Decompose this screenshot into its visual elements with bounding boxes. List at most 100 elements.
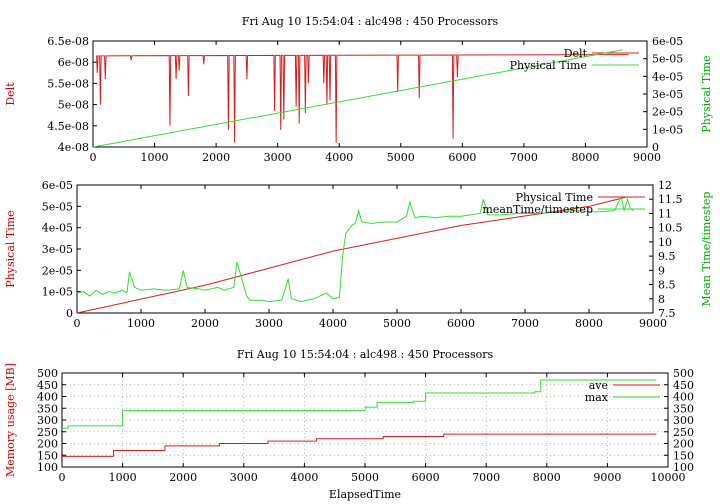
y-axis-label: Delt xyxy=(4,82,17,106)
y-tick-label: 450 xyxy=(37,379,58,392)
chart-panel-3: Fri Aug 10 15:54:04 : alc498 : 450 Proce… xyxy=(4,348,694,501)
y-tick-label: 5e-05 xyxy=(42,200,73,213)
x-tick-label: 5000 xyxy=(351,471,379,484)
legend-label: Physical Time xyxy=(510,59,587,72)
x-tick-label: 0 xyxy=(59,471,66,484)
y-tick-label: 6e-05 xyxy=(42,179,73,192)
x-tick-label: 9000 xyxy=(593,471,621,484)
y2-tick-label: 250 xyxy=(673,426,694,439)
x-tick-label: 3000 xyxy=(230,471,258,484)
series-line-max xyxy=(62,379,657,429)
y2-axis-label: Mean Time/timestep xyxy=(700,192,713,307)
y-tick-label: 500 xyxy=(37,367,58,380)
x-tick-label: 7000 xyxy=(472,471,500,484)
x-tick-label: 6000 xyxy=(447,317,475,330)
y2-tick-label: 2e-05 xyxy=(652,106,683,119)
y-tick-label: 300 xyxy=(37,414,58,427)
y-tick-label: 3e-05 xyxy=(42,243,73,256)
x-tick-label: 2000 xyxy=(169,471,197,484)
x-tick-label: 5000 xyxy=(387,151,415,164)
y2-axis-label: Physical Time xyxy=(700,55,713,132)
y2-tick-label: 8 xyxy=(658,293,665,306)
x-tick-label: 7000 xyxy=(511,317,539,330)
y-tick-label: 1e-05 xyxy=(42,286,73,299)
y2-tick-label: 150 xyxy=(673,449,694,462)
y2-tick-label: 0 xyxy=(652,141,659,154)
legend-label: meanTime/timestep xyxy=(482,203,593,216)
y-tick-label: 4e-05 xyxy=(42,222,73,235)
y2-tick-label: 100 xyxy=(673,461,694,474)
y2-tick-label: 9.5 xyxy=(658,250,676,263)
y2-tick-label: 8.5 xyxy=(658,279,676,292)
y-tick-label: 200 xyxy=(37,438,58,451)
y-tick-label: 150 xyxy=(37,449,58,462)
y-tick-label: 6.5e-08 xyxy=(47,35,89,48)
series-line-ave xyxy=(62,433,657,457)
y-tick-label: 4.5e-08 xyxy=(47,120,89,133)
plot-frame xyxy=(61,372,669,468)
y-tick-label: 350 xyxy=(37,402,58,415)
x-tick-label: 6000 xyxy=(448,151,476,164)
y2-tick-label: 500 xyxy=(673,367,694,380)
x-tick-label: 2000 xyxy=(191,317,219,330)
series-line-delt xyxy=(96,54,629,143)
y-tick-label: 5e-08 xyxy=(58,99,89,112)
y2-tick-label: 450 xyxy=(673,379,694,392)
x-tick-label: 0 xyxy=(90,151,97,164)
y2-tick-label: 350 xyxy=(673,402,694,415)
chart-title: Fri Aug 10 15:54:04 : alc498 : 450 Proce… xyxy=(242,15,499,28)
y2-tick-label: 11 xyxy=(658,207,672,220)
y-tick-label: 6e-08 xyxy=(58,56,89,69)
y-axis-label: Physical Time xyxy=(4,210,17,287)
x-tick-label: 4000 xyxy=(325,151,353,164)
chart-panel-1: Fri Aug 10 15:54:04 : alc498 : 450 Proce… xyxy=(4,15,713,164)
y2-tick-label: 7.5 xyxy=(658,307,676,320)
y2-tick-label: 10.5 xyxy=(658,222,683,235)
y2-tick-label: 12 xyxy=(658,179,672,192)
y2-tick-label: 300 xyxy=(673,414,694,427)
x-tick-label: 1000 xyxy=(127,317,155,330)
y2-tick-label: 3e-05 xyxy=(652,88,683,101)
y2-tick-label: 9 xyxy=(658,264,665,277)
x-tick-label: 7000 xyxy=(510,151,538,164)
y2-tick-label: 200 xyxy=(673,438,694,451)
y2-tick-label: 10 xyxy=(658,236,672,249)
x-tick-label: 8000 xyxy=(575,317,603,330)
y-tick-label: 2e-05 xyxy=(42,264,73,277)
legend-label: Delt xyxy=(564,47,588,60)
x-tick-label: 9000 xyxy=(639,317,667,330)
series-line-physical-time xyxy=(76,196,628,314)
y2-tick-label: 4e-05 xyxy=(652,70,683,83)
x-tick-label: 1000 xyxy=(141,151,169,164)
y2-tick-label: 1e-05 xyxy=(652,123,683,136)
x-tick-label: 8000 xyxy=(571,151,599,164)
y2-tick-label: 6e-05 xyxy=(652,35,683,48)
y2-tick-label: 5e-05 xyxy=(652,53,683,66)
x-tick-label: 3000 xyxy=(264,151,292,164)
x-tick-label: 6000 xyxy=(412,471,440,484)
y-tick-label: 5.5e-08 xyxy=(47,77,89,90)
y-tick-label: 100 xyxy=(37,461,58,474)
x-tick-label: 1000 xyxy=(109,471,137,484)
x-tick-label: 8000 xyxy=(533,471,561,484)
y-tick-label: 0 xyxy=(66,307,73,320)
y2-tick-label: 11.5 xyxy=(658,193,683,206)
x-tick-label: 3000 xyxy=(255,317,283,330)
y2-tick-label: 400 xyxy=(673,391,694,404)
x-tick-label: 5000 xyxy=(383,317,411,330)
y-tick-label: 250 xyxy=(37,426,58,439)
y-tick-label: 4e-08 xyxy=(58,141,89,154)
y-axis-label: Memory usage [MB] xyxy=(4,363,17,477)
chart-title: Fri Aug 10 15:54:04 : alc498 : 450 Proce… xyxy=(237,348,494,361)
legend-label: ave xyxy=(589,379,608,392)
x-tick-label: 4000 xyxy=(290,471,318,484)
legend-label: Physical Time xyxy=(516,191,593,204)
x-tick-label: 2000 xyxy=(202,151,230,164)
series-line-meantime-timestep xyxy=(76,194,635,303)
x-axis-label: ElapsedTime xyxy=(329,488,401,501)
x-tick-label: 9000 xyxy=(633,151,661,164)
x-tick-label: 4000 xyxy=(319,317,347,330)
chart-panel-2: 0 1000 2000 3000 4000 5000 6000 7000 8000 9000 0 1e… xyxy=(4,179,713,330)
